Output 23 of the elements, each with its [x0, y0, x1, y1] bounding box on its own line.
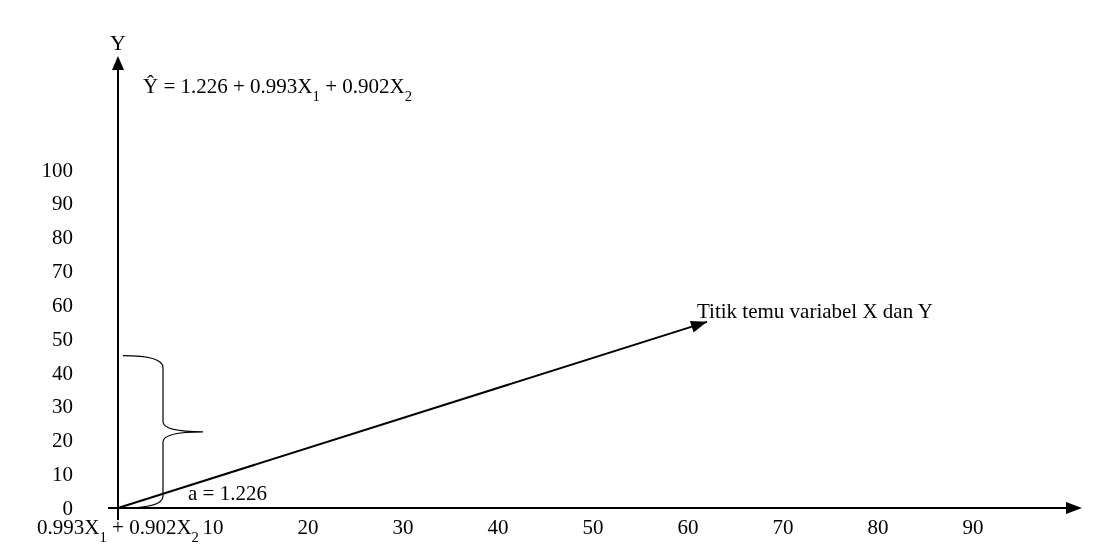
x-tick-label: 20 [297, 515, 319, 539]
x-tick-label: 10 [202, 515, 224, 539]
y-tick-label: 20 [52, 428, 73, 453]
x-tick-label: 40 [487, 515, 509, 539]
annotation: Ŷ = 1.226 + 0.993X$_{1}$ + 0.902X$_{2}$ [143, 74, 412, 104]
x-tick-label: 30 [392, 515, 414, 539]
y-tick-label: 80 [52, 225, 73, 250]
annotation: a = 1.226 [188, 481, 267, 505]
y-tick-label: 50 [52, 326, 73, 351]
y-tick-label: 30 [52, 394, 73, 419]
y-tick-label: 100 [41, 157, 73, 182]
x-tick-label: 70 [772, 515, 794, 539]
y-tick-label: 40 [52, 360, 73, 385]
y-tick-label: 90 [52, 191, 73, 216]
x-tick-label: 60 [677, 515, 699, 539]
y-tick-label: 60 [52, 292, 73, 317]
y-tick-label: 70 [52, 259, 73, 284]
y-tick-label: 10 [52, 462, 73, 487]
x-tick-label: 90 [962, 515, 984, 539]
x-tick-label: 80 [867, 515, 889, 539]
text: Y [110, 30, 127, 55]
annotation: Titik temu variabel X dan Y [697, 298, 933, 323]
x-tick-label: 50 [582, 515, 604, 539]
